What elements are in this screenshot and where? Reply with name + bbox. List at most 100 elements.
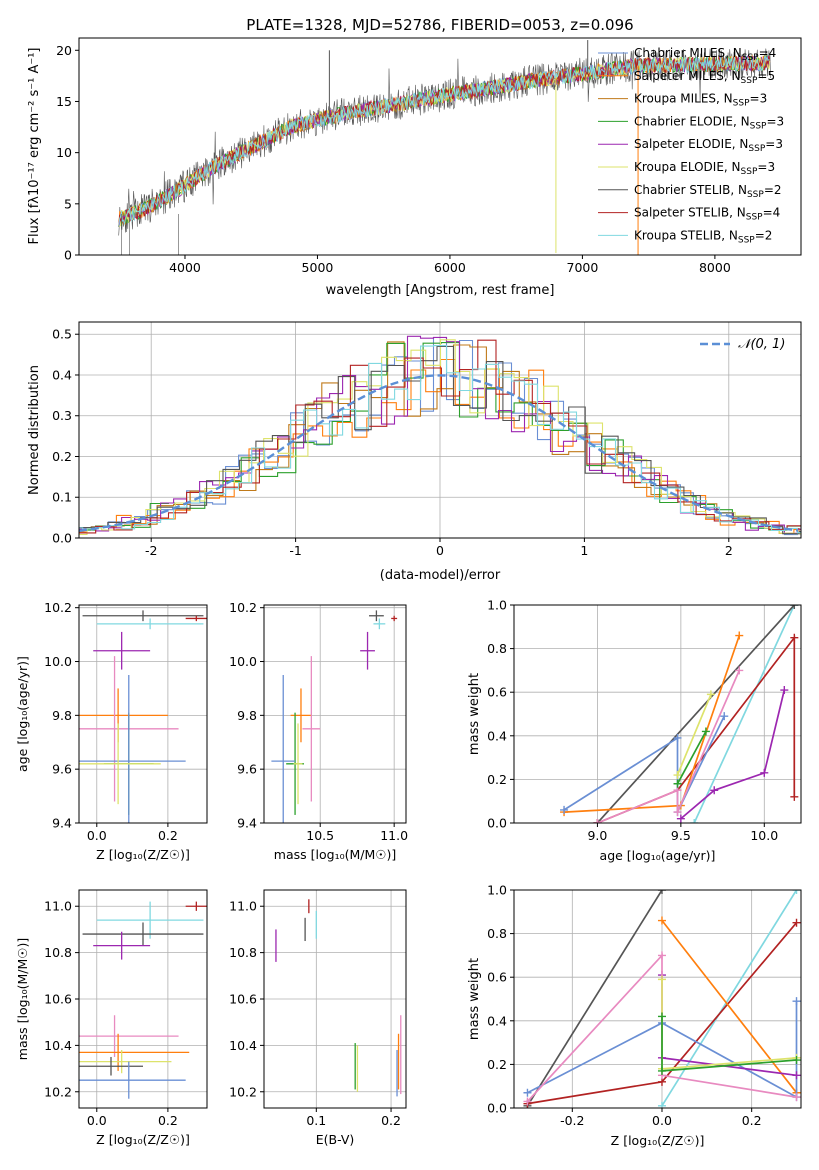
y-tick-label: 10.0: [229, 654, 257, 669]
x-tick-label: 5000: [302, 260, 334, 275]
weight-lines: [523, 890, 801, 1108]
weight-series: [597, 670, 741, 823]
y-tick-label: 0.8: [487, 641, 507, 656]
y-axis-label: Flux [fλ10⁻¹⁷ erg cm⁻² s⁻¹ A⁻¹]: [27, 48, 42, 245]
y-tick-label: 10.4: [44, 1038, 72, 1053]
axes-mass_weight_vs_Z: -0.2 0.0 0.2 0.0 0.2 0.4 0.6 0.8 1.0 Z [log₁₀(Z/Z…: [467, 883, 802, 1148]
y-tick-label: 10.0: [44, 654, 72, 669]
weight-marker: [657, 1012, 666, 1021]
weight-series: [526, 890, 663, 1107]
axes-frame: [78, 604, 208, 824]
y-tick-label: 0.0: [52, 531, 72, 546]
legend-label: Kroupa ELODIE, NSSP=3: [634, 160, 775, 177]
legend-label: Salpeter ELODIE, NSSP=3: [634, 137, 783, 154]
weight-marker: [790, 605, 799, 609]
weight-series: [564, 635, 741, 813]
axes-frame: [513, 604, 802, 824]
weight-marker: [701, 727, 710, 736]
y-tick-label: 10.6: [229, 992, 257, 1007]
y-tick-label: 9.6: [52, 762, 72, 777]
y-axis-label: age [log₁₀(age/yr)]: [15, 656, 30, 772]
spectrum-lines: [118, 40, 771, 255]
axes-spectrum: 4000 5000 6000 7000 8000 0 5 10 15 20 Chabrier MIL…: [27, 37, 802, 298]
x-tick-label: 1: [580, 543, 588, 558]
x-tick-label: -0.2: [560, 1113, 584, 1128]
x-tick-label: 11.0: [380, 828, 408, 843]
x-tick-label: 10.0: [750, 828, 778, 843]
y-axis-label: mass [log₁₀(M/M☉)]: [15, 938, 30, 1060]
y-tick-label: 0.2: [487, 772, 507, 787]
y-tick-label: 9.8: [52, 708, 72, 723]
x-tick-label: 0.2: [158, 1113, 178, 1128]
weight-series: [563, 715, 725, 813]
y-tick-label: 10.8: [229, 945, 257, 960]
histogram-step: [79, 339, 801, 534]
weight-marker: [790, 633, 799, 642]
weight-marker: [673, 771, 682, 780]
histogram-step: [79, 339, 801, 536]
y-tick-label: 0.0: [487, 1101, 507, 1116]
x-axis-label: Z [log₁₀(Z/Z☉)]: [96, 847, 190, 862]
x-tick-label: 7000: [567, 260, 599, 275]
weight-marker: [792, 890, 801, 894]
weight-series: [693, 605, 796, 823]
y-tick-label: 0.5: [52, 327, 72, 342]
y-tick-label: 0.4: [487, 1013, 507, 1028]
weight-marker: [792, 1056, 801, 1065]
y-tick-label: 10.2: [44, 1084, 72, 1099]
weight-marker: [657, 975, 666, 984]
y-tick-label: 10.2: [229, 1084, 257, 1099]
weight-marker: [657, 916, 666, 925]
y-axis-label: mass weight: [467, 958, 482, 1040]
x-tick-label: 6000: [434, 260, 466, 275]
x-tick-label: -2: [145, 543, 157, 558]
legend-label: Chabrier MILES, NSSP=4: [634, 46, 776, 63]
x-tick-label: 9.0: [587, 828, 607, 843]
y-tick-label: 9.4: [52, 816, 72, 831]
y-tick-label: 11.0: [44, 899, 72, 914]
y-tick-label: 10.2: [229, 600, 257, 615]
weight-marker: [676, 814, 685, 823]
weight-marker: [735, 631, 744, 640]
weight-marker: [710, 786, 719, 795]
legend-label: Salpeter STELIB, NSSP=4: [634, 206, 780, 223]
legend-label: Chabrier ELODIE, NSSP=3: [634, 114, 784, 131]
weight-series: [527, 1001, 798, 1099]
x-tick-label: 10.5: [306, 828, 334, 843]
y-tick-label: 0.4: [52, 367, 72, 382]
axes-mass_vs_Z: 0.0 0.2 10.2 10.4 10.6 10.8 11.0 Z [log₁₀(Z/Z☉)…: [15, 889, 208, 1147]
y-tick-label: 0.1: [52, 490, 72, 505]
error-bars: [275, 899, 402, 1097]
y-tick-label: 0.8: [487, 926, 507, 941]
weight-marker: [657, 890, 666, 894]
weight-marker: [673, 779, 682, 788]
error-bars: [271, 610, 398, 823]
y-tick-label: 0.2: [52, 449, 72, 464]
y-tick-label: 9.6: [237, 762, 257, 777]
weight-lines: [560, 605, 799, 823]
x-tick-label: 9.5: [671, 828, 691, 843]
y-tick-label: 1.0: [487, 598, 507, 613]
x-axis-label: (data-model)/error: [380, 568, 501, 583]
axes-mass_weight_vs_age: 9.0 9.5 10.0 0.0 0.2 0.4 0.6 0.8 1.0 age [log₁₀(a…: [467, 598, 802, 863]
y-tick-label: 9.4: [237, 816, 257, 831]
y-tick-label: 0.4: [487, 728, 507, 743]
axes-mass_vs_EBV: 0.1 0.2 10.2 10.4 10.6 10.8 11.0 E(B-V): [229, 889, 407, 1147]
weight-marker: [792, 1093, 801, 1102]
y-tick-label: 10.4: [229, 1038, 257, 1053]
legend-label: 𝒩(0, 1): [738, 337, 785, 352]
weight-marker: [657, 1066, 666, 1075]
y-tick-label: 0.2: [487, 1057, 507, 1072]
weight-marker: [657, 1101, 666, 1108]
weight-marker: [593, 819, 602, 823]
weight-series: [676, 730, 707, 785]
weight-marker: [780, 686, 789, 695]
weight-marker: [673, 808, 682, 817]
y-tick-label: 0: [64, 248, 72, 263]
weight-marker: [792, 997, 801, 1006]
y-tick-label: 5: [64, 196, 72, 211]
weight-series: [676, 694, 712, 776]
x-tick-label: -1: [289, 543, 301, 558]
y-tick-label: 0.6: [487, 970, 507, 985]
